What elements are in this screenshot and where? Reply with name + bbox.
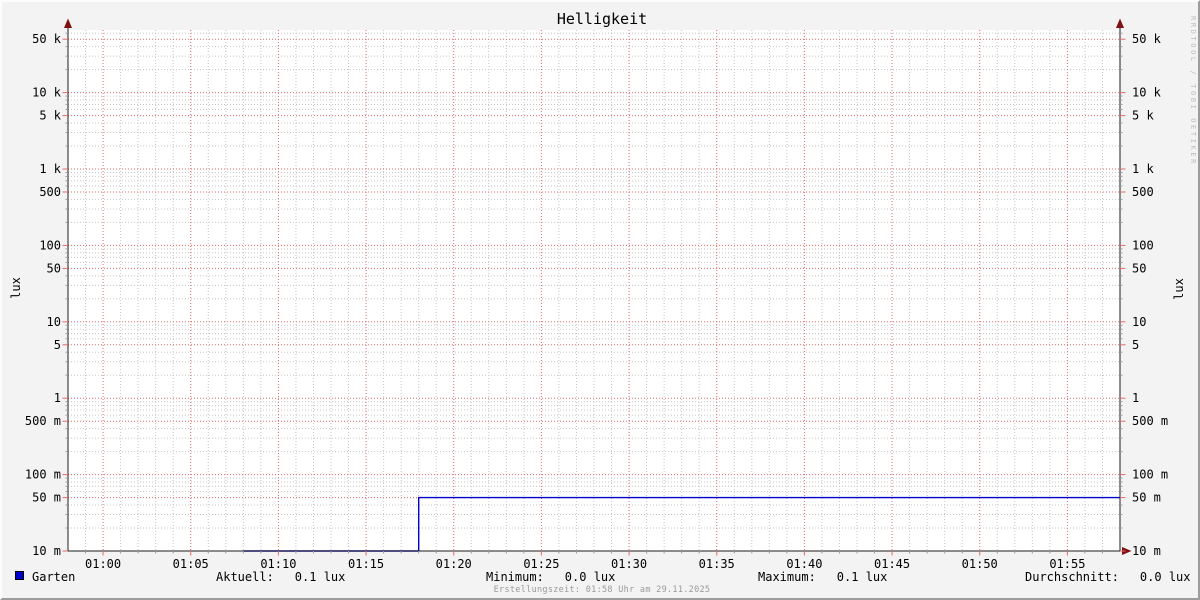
svg-text:01:20: 01:20: [436, 557, 472, 571]
plot-background: [68, 30, 1120, 551]
y-axis-unit-right: lux: [1172, 278, 1186, 300]
y-axis-unit-left: lux: [9, 277, 23, 299]
legend-colorbox: [15, 571, 24, 580]
chart-title: Helligkeit: [556, 10, 648, 28]
stat-aktuell-label: Aktuell:: [216, 570, 274, 584]
svg-text:1 k: 1 k: [1132, 162, 1154, 176]
svg-text:500 m: 500 m: [1132, 414, 1168, 428]
svg-text:01:50: 01:50: [962, 557, 998, 571]
svg-text:50 m: 50 m: [32, 491, 61, 505]
stat-minimum: Minimum: 0.0 lux: [486, 570, 615, 584]
stat-minimum-value: 0.0 lux: [564, 570, 616, 584]
svg-text:100: 100: [39, 238, 61, 252]
svg-text:5 k: 5 k: [1132, 109, 1154, 123]
stat-maximum-label: Maximum:: [758, 570, 816, 584]
svg-text:01:35: 01:35: [699, 557, 735, 571]
svg-text:5: 5: [54, 338, 61, 352]
tick-marks: [62, 32, 1126, 556]
stat-durchschnitt: Durchschnitt: 0.0 lux: [1025, 570, 1191, 584]
svg-text:100 m: 100 m: [1132, 468, 1168, 482]
svg-text:10: 10: [1132, 315, 1146, 329]
svg-text:10 k: 10 k: [32, 86, 62, 100]
svg-text:5: 5: [1132, 338, 1139, 352]
grid-minor: [68, 30, 1120, 551]
stat-aktuell-value: 0.1 lux: [294, 570, 346, 584]
svg-text:50 k: 50 k: [1132, 32, 1162, 46]
axis-arrow-right: [1122, 547, 1132, 555]
svg-text:10 m: 10 m: [32, 544, 61, 558]
svg-text:1 k: 1 k: [39, 162, 61, 176]
svg-text:50: 50: [1132, 261, 1146, 275]
svg-text:50: 50: [47, 261, 61, 275]
svg-text:1: 1: [54, 391, 61, 405]
svg-text:01:30: 01:30: [611, 557, 647, 571]
svg-text:10 m: 10 m: [1132, 544, 1161, 558]
stat-aktuell: Aktuell: 0.1 lux: [216, 570, 345, 584]
grid-major: [68, 30, 1120, 552]
svg-text:01:05: 01:05: [173, 557, 209, 571]
stat-durchschnitt-value: 0.0 lux: [1139, 570, 1191, 584]
creation-timestamp: Erstellungszeit: 01:58 Uhr am 29.11.2025: [493, 585, 711, 595]
svg-text:50 k: 50 k: [32, 32, 62, 46]
svg-text:01:55: 01:55: [1049, 557, 1085, 571]
svg-text:01:25: 01:25: [523, 557, 559, 571]
legend-row: Garten Aktuell: 0.1 lux Minimum: 0.0 lux M…: [2, 570, 1198, 584]
svg-text:100: 100: [1132, 238, 1154, 252]
axis-arrow-up: [1116, 18, 1124, 28]
stat-durchschnitt-label: Durchschnitt:: [1025, 570, 1119, 584]
svg-text:01:40: 01:40: [786, 557, 822, 571]
svg-text:5 k: 5 k: [39, 109, 61, 123]
svg-text:1: 1: [1132, 391, 1139, 405]
svg-text:01:00: 01:00: [85, 557, 121, 571]
svg-text:100 m: 100 m: [25, 468, 61, 482]
svg-text:10: 10: [47, 315, 61, 329]
svg-text:500: 500: [1132, 185, 1154, 199]
svg-text:01:45: 01:45: [874, 557, 910, 571]
stat-maximum-value: 0.1 lux: [836, 570, 888, 584]
svg-text:50 m: 50 m: [1132, 491, 1161, 505]
axes: [64, 18, 1132, 555]
svg-text:01:10: 01:10: [260, 557, 296, 571]
legend-series-name: Garten: [32, 570, 76, 584]
stat-maximum: Maximum: 0.1 lux: [758, 570, 887, 584]
svg-text:01:15: 01:15: [348, 557, 384, 571]
rrdtool-watermark: RRDTOOL / TOBI OETIKER: [1189, 16, 1197, 166]
svg-text:10 k: 10 k: [1132, 86, 1162, 100]
svg-text:500 m: 500 m: [25, 414, 61, 428]
axis-arrow-up: [64, 18, 72, 28]
svg-text:500: 500: [39, 185, 61, 199]
stat-minimum-label: Minimum:: [486, 570, 544, 584]
